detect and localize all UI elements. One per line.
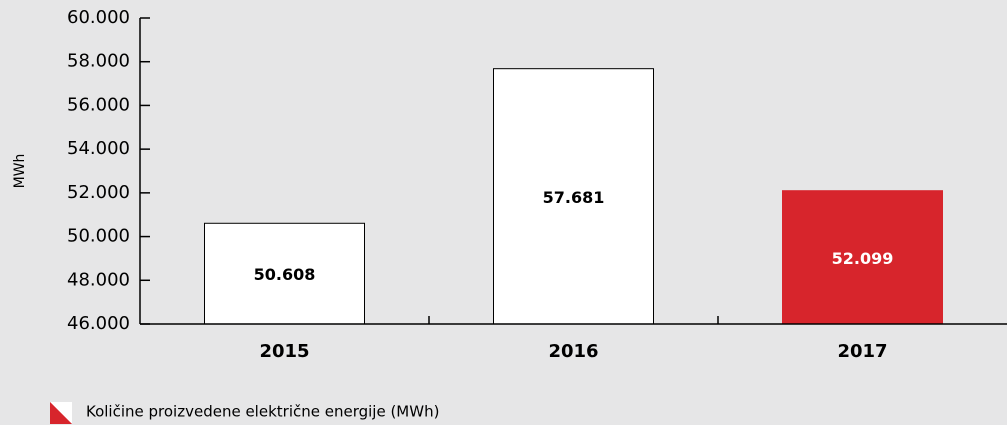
y-tick-label: 50.000 xyxy=(67,226,130,247)
legend-icon-red xyxy=(50,402,72,424)
legend-label: Količine proizvedene električne energije… xyxy=(86,403,439,421)
value-label: 52.099 xyxy=(832,249,894,268)
bar xyxy=(493,68,654,325)
bar xyxy=(782,190,943,325)
y-tick-label: 52.000 xyxy=(67,182,130,203)
x-tick-label: 2015 xyxy=(259,341,309,362)
x-tick-label: 2016 xyxy=(548,341,598,362)
y-tick-label: 56.000 xyxy=(67,94,130,115)
y-tick-label: 54.000 xyxy=(67,138,130,159)
y-tick-label: 48.000 xyxy=(67,269,130,290)
y-tick-label: 46.000 xyxy=(67,313,130,334)
y-tick-label: 60.000 xyxy=(67,7,130,28)
y-axis-label: MWh xyxy=(12,154,28,189)
bar xyxy=(204,222,365,325)
y-tick-label: 58.000 xyxy=(67,51,130,72)
value-label: 57.681 xyxy=(543,188,605,207)
value-label: 50.608 xyxy=(254,265,316,284)
x-tick-label: 2017 xyxy=(837,341,887,362)
